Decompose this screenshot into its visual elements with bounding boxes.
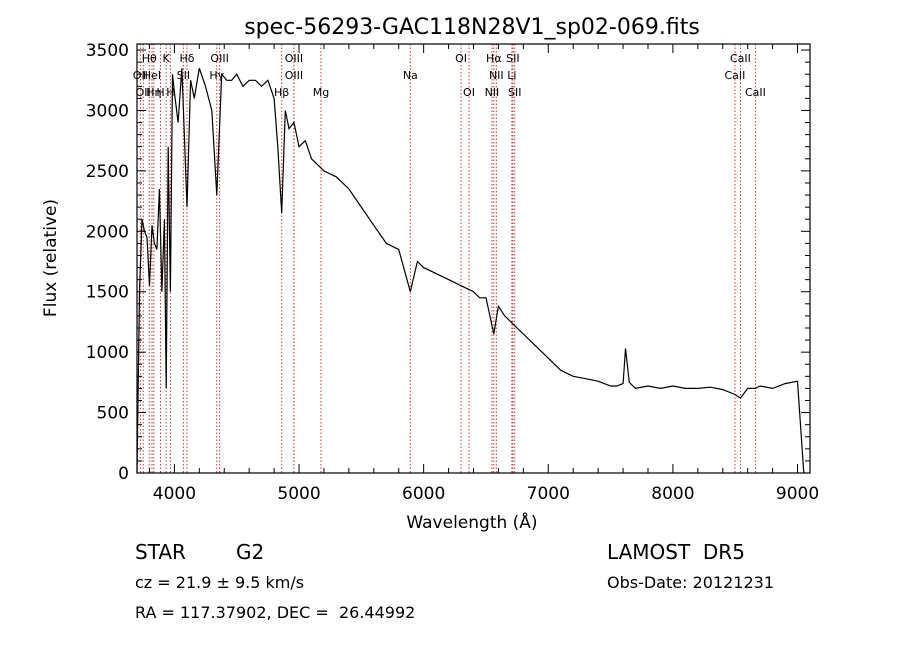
spectral-subclass: G2 (236, 540, 265, 564)
x-tick-label: 7000 (527, 484, 570, 504)
plot-frame (136, 43, 811, 474)
line-marker-label: CaII (730, 52, 751, 65)
line-marker-label: Hβ (274, 86, 289, 99)
observation-date: Obs-Date: 20121231 (607, 573, 775, 592)
line-marker-label: OIII (285, 69, 303, 82)
line-marker-label: Na (403, 69, 418, 82)
y-tick-label: 2000 (86, 222, 129, 242)
survey-name: LAMOST DR5 (607, 540, 745, 564)
x-tick-label: 4000 (153, 484, 196, 504)
line-marker-label: H (166, 86, 174, 99)
line-marker-label: OI (455, 52, 467, 65)
redshift-readout: cz = 21.9 ± 9.5 km/s (135, 573, 305, 592)
y-tick-label: 1500 (86, 283, 129, 303)
line-marker-label: H (156, 86, 164, 99)
line-marker-label: Hδ (179, 52, 194, 65)
chart-title: spec-56293-GAC118N28V1_sp02-069.fits (244, 15, 700, 40)
line-marker-label: Hγ (209, 69, 224, 82)
y-tick-label: 3500 (86, 41, 129, 61)
line-marker-label: NII (485, 86, 500, 99)
line-marker-label: Hη (146, 86, 161, 99)
line-marker-label: SII (177, 69, 190, 82)
object-type: STAR (135, 540, 186, 564)
x-tick-label: 5000 (277, 484, 320, 504)
y-axis-label: Flux (relative) (41, 199, 61, 317)
spectrum-line (136, 68, 805, 474)
line-marker-label: CaII (745, 86, 766, 99)
line-marker-label: OIII (285, 52, 303, 65)
y-tick-label: 3000 (86, 101, 129, 121)
line-marker-label: K (163, 52, 171, 65)
y-tick-label: 500 (97, 404, 129, 424)
x-tick-label: 8000 (651, 484, 694, 504)
y-tick-label: 0 (118, 464, 129, 484)
line-marker-label: Hθ (142, 52, 157, 65)
line-marker-label: Mg (313, 86, 329, 99)
line-marker-label: NII (489, 69, 504, 82)
y-tick-label: 1000 (86, 343, 129, 363)
x-tick-label: 9000 (776, 484, 819, 504)
x-axis-label: Wavelength (Å) (406, 511, 537, 533)
line-marker-label: SII (508, 86, 521, 99)
x-tick-label: 6000 (402, 484, 445, 504)
line-marker-label: Li (507, 69, 516, 82)
line-markers (139, 44, 756, 473)
line-marker-label: Hα (486, 52, 502, 65)
line-marker-label: SII (506, 52, 519, 65)
line-marker-label: OII (136, 86, 151, 99)
line-labels: OIIOIIHθHeIHηHKHSIIHδHγOIIIHβOIIIOIIIMgN… (133, 52, 766, 99)
y-tick-label: 2500 (86, 162, 129, 182)
y-axis: 0 500 1000 1500 2000 2500 3000 3500 (86, 41, 810, 484)
line-marker-label: CaII (725, 69, 746, 82)
coordinates-readout: RA = 117.37902, DEC = 26.44992 (135, 603, 416, 622)
line-marker-label: OI (463, 86, 475, 99)
x-axis: 4000 5000 6000 7000 8000 9000 (148, 44, 819, 504)
line-marker-label: HeI (143, 69, 161, 82)
line-marker-label: OIII (210, 52, 228, 65)
